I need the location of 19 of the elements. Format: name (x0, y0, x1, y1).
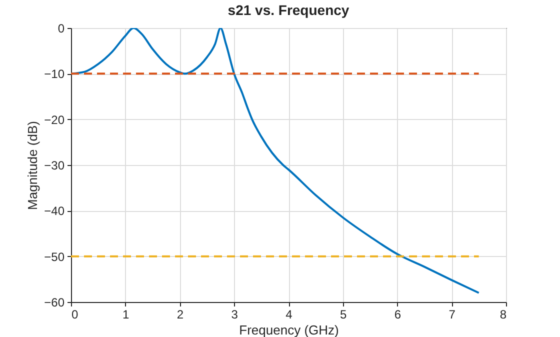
y-tick-label: −20 (44, 112, 65, 127)
x-tick-label: 5 (340, 308, 348, 322)
x-tick-label: 3 (231, 308, 238, 322)
chart-title: s21 vs. Frequency (228, 2, 350, 18)
y-tick-label: −50 (44, 250, 65, 264)
x-tick-label: 8 (500, 308, 507, 322)
y-tick-label: −30 (44, 158, 65, 172)
x-tick-label: 2 (176, 308, 184, 322)
x-tick-label: 0 (72, 308, 78, 322)
y-tick-label: −10 (44, 67, 65, 82)
x-axis-title: Frequency (GHz) (239, 322, 339, 337)
y-axis-title: Magnitude (dB) (25, 121, 40, 210)
y-tick-label: 0 (58, 22, 65, 36)
x-tick-label: 4 (286, 308, 293, 322)
y-tick-label: −40 (44, 204, 65, 218)
x-tick-label: 7 (448, 308, 456, 322)
x-tick-label: 6 (394, 308, 402, 322)
x-tick-label: 1 (122, 308, 130, 322)
y-tick-label: −60 (44, 296, 65, 310)
